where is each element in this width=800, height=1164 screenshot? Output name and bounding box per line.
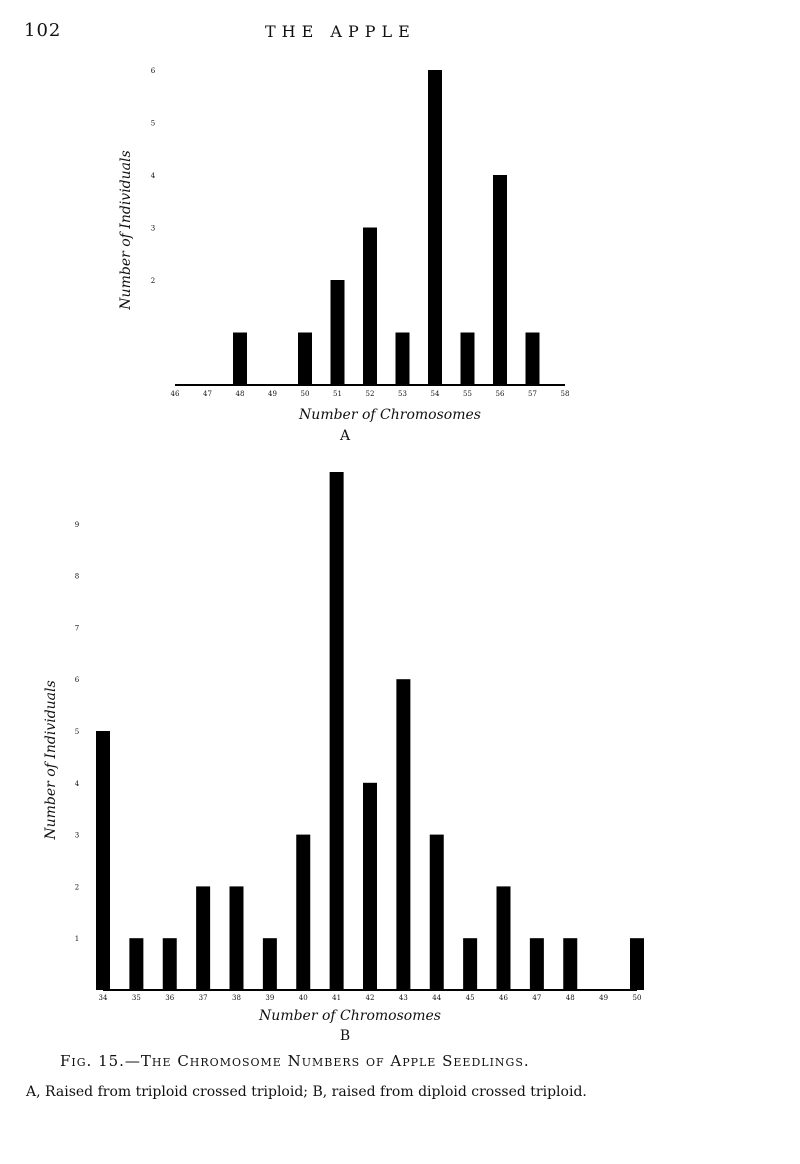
y-tick-label: 6 [151, 67, 156, 75]
x-tick-label: 38 [232, 994, 241, 1002]
x-tick-label: 40 [299, 994, 308, 1002]
panel-letter: A [339, 428, 351, 444]
x-tick-label: 46 [499, 994, 508, 1002]
bar-56 [493, 175, 507, 385]
bar-38 [229, 886, 244, 990]
x-tick-label: 35 [132, 994, 141, 1002]
bar-37 [196, 886, 211, 990]
bar-35 [129, 938, 144, 990]
bar-48 [233, 332, 247, 385]
x-tick-label: 34 [99, 994, 108, 1002]
bar-34 [96, 731, 110, 990]
x-tick-label: 57 [528, 390, 537, 398]
x-tick-label: 49 [599, 994, 608, 1002]
bar-54 [428, 70, 442, 385]
x-tick-label: 47 [203, 390, 212, 398]
x-tick-label: 44 [432, 994, 441, 1002]
x-tick-label: 50 [633, 994, 642, 1002]
running-title: THE APPLE [265, 22, 416, 41]
x-tick-label: 46 [171, 390, 180, 398]
x-tick-label: 39 [265, 994, 274, 1002]
x-tick-label: 52 [366, 390, 375, 398]
y-axis-label: Number of Individuals [118, 150, 134, 310]
x-tick-label: 43 [399, 994, 408, 1002]
x-tick-label: 36 [165, 994, 174, 1002]
bar-42 [363, 782, 377, 990]
bar-46 [496, 886, 511, 990]
bar-52 [363, 227, 377, 385]
figure-caption: Fig. 15.—The Chromosome Numbers of Apple… [60, 1052, 530, 1070]
x-tick-label: 54 [431, 390, 440, 398]
x-tick-label: 48 [566, 994, 575, 1002]
y-tick-label: 5 [151, 120, 155, 128]
y-tick-label: 2 [151, 277, 155, 285]
x-tick-label: 49 [268, 390, 277, 398]
bar-40 [296, 834, 311, 990]
y-tick-label: 2 [75, 883, 79, 891]
y-tick-label: 3 [151, 225, 155, 233]
x-tick-label: 37 [199, 994, 208, 1002]
x-tick-label: 55 [463, 390, 472, 398]
y-tick-label: 9 [75, 521, 79, 529]
x-axis-label: Number of Chromosomes [298, 407, 481, 423]
x-tick-label: 58 [561, 390, 570, 398]
x-tick-label: 41 [332, 994, 341, 1002]
bar-48 [563, 938, 578, 990]
y-tick-label: 5 [75, 728, 79, 736]
figure-caption-subtitle: A, Raised from triploid crossed triploid… [26, 1084, 587, 1100]
x-tick-label: 51 [333, 390, 342, 398]
bar-50 [630, 938, 644, 990]
x-tick-label: 42 [366, 994, 375, 1002]
x-axis-label: Number of Chromosomes [258, 1008, 441, 1024]
y-tick-label: 4 [75, 780, 80, 788]
y-tick-label: 3 [75, 832, 79, 840]
page-number: 102 [24, 20, 62, 41]
bar-50 [298, 332, 312, 385]
bar-36 [162, 938, 177, 990]
bar-51 [330, 280, 345, 385]
y-tick-label: 4 [151, 172, 156, 180]
x-tick-label: 47 [532, 994, 541, 1002]
bar-53 [395, 332, 410, 385]
y-tick-label: 6 [75, 676, 80, 684]
x-tick-label: 50 [301, 390, 310, 398]
y-tick-label: 7 [75, 624, 79, 632]
x-tick-label: 56 [496, 390, 505, 398]
x-tick-label: 53 [398, 390, 407, 398]
bar-47 [529, 938, 544, 990]
bar-39 [262, 938, 277, 990]
bar-44 [429, 834, 444, 990]
y-tick-label: 8 [75, 573, 79, 581]
x-tick-label: 45 [466, 994, 475, 1002]
y-tick-label: 1 [75, 935, 79, 943]
x-tick-label: 48 [236, 390, 245, 398]
bar-57 [525, 332, 540, 385]
panel-letter: B [340, 1028, 350, 1044]
y-axis-label: Number of Individuals [43, 680, 59, 840]
chart-b: 34 35 36 37 38 39 40 41 42 43 44 45 46 47 48 49 50123456… [43, 472, 644, 1044]
bar-55 [460, 332, 475, 385]
bar-45 [463, 938, 478, 990]
bar-41 [329, 472, 344, 990]
bar-43 [396, 679, 411, 990]
